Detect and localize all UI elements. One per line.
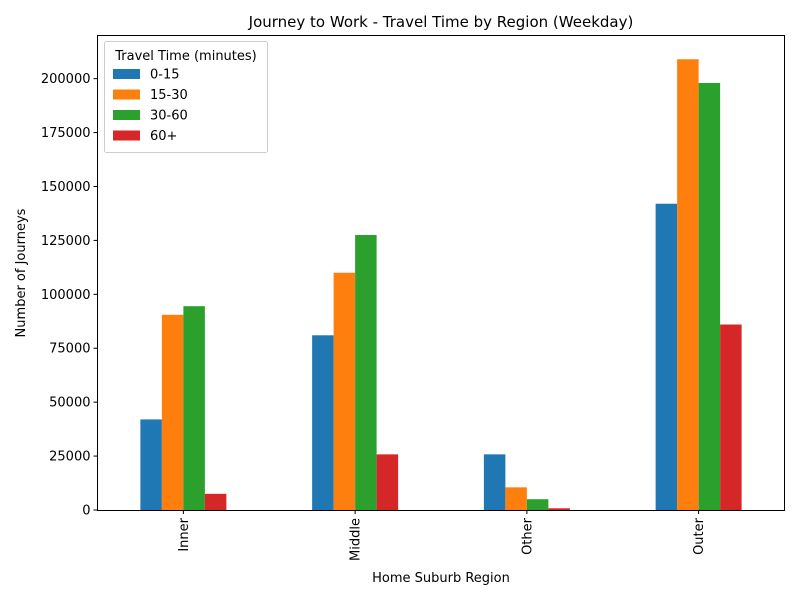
legend-label: 60+ [150,129,177,144]
bar-other-0-15 [483,454,506,510]
y-tick-label: 125000 [41,234,91,249]
bar-inner-0-15 [140,419,162,510]
bar-inner-15-30 [161,314,184,510]
y-axis-label: Number of Journeys [14,208,29,337]
x-axis-ticks: Inner Middle Other Outer [177,510,707,561]
legend-box [104,41,268,153]
legend-label: 0-15 [150,68,180,83]
legend-items: 0-15 15-30 30-60 60+ [113,68,188,144]
bars-group [140,59,742,510]
bar-inner-60plus [204,493,227,510]
bar-other-60plus [548,508,570,510]
legend-title: Travel Time (minutes) [114,49,257,64]
chart-title: Journey to Work - Travel Time by Region … [248,13,634,31]
legend-swatch [113,69,140,79]
legend-label: 15-30 [150,88,188,103]
legend: Travel Time (minutes) 0-15 15-30 30-60 60+ [104,41,268,153]
bar-other-30-60 [526,499,549,510]
x-tick-label: Inner [177,517,192,551]
bar-middle-0-15 [312,335,334,510]
y-tick-label: 25000 [49,450,90,465]
x-tick-label: Other [520,517,535,555]
bar-outer-60plus [720,324,742,510]
bar-inner-30-60 [183,306,205,510]
legend-swatch [113,89,140,100]
y-tick-label: 100000 [41,288,91,303]
bar-outer-15-30 [677,59,699,510]
x-tick-label: Outer [692,517,707,555]
legend-label: 30-60 [150,109,188,124]
bar-outer-30-60 [698,82,721,510]
y-tick-label: 50000 [49,396,90,411]
bar-middle-30-60 [355,235,377,510]
y-tick-label: 0 [82,504,90,519]
y-axis-ticks: 0 25000 50000 75000 100000 125000 150000 175000… [41,72,98,519]
y-tick-label: 75000 [49,342,90,357]
x-axis-label: Home Suburb Region [372,571,510,586]
bar-middle-60plus [376,454,399,510]
legend-swatch [113,110,140,120]
y-tick-label: 200000 [41,72,91,87]
y-tick-label: 175000 [41,126,91,141]
x-tick-label: Middle [349,518,364,561]
plot-frame [97,35,785,511]
bar-outer-0-15 [655,203,678,510]
bar-middle-15-30 [333,272,356,510]
bar-other-15-30 [505,487,527,510]
legend-swatch [113,130,140,141]
y-tick-label: 150000 [41,180,91,195]
